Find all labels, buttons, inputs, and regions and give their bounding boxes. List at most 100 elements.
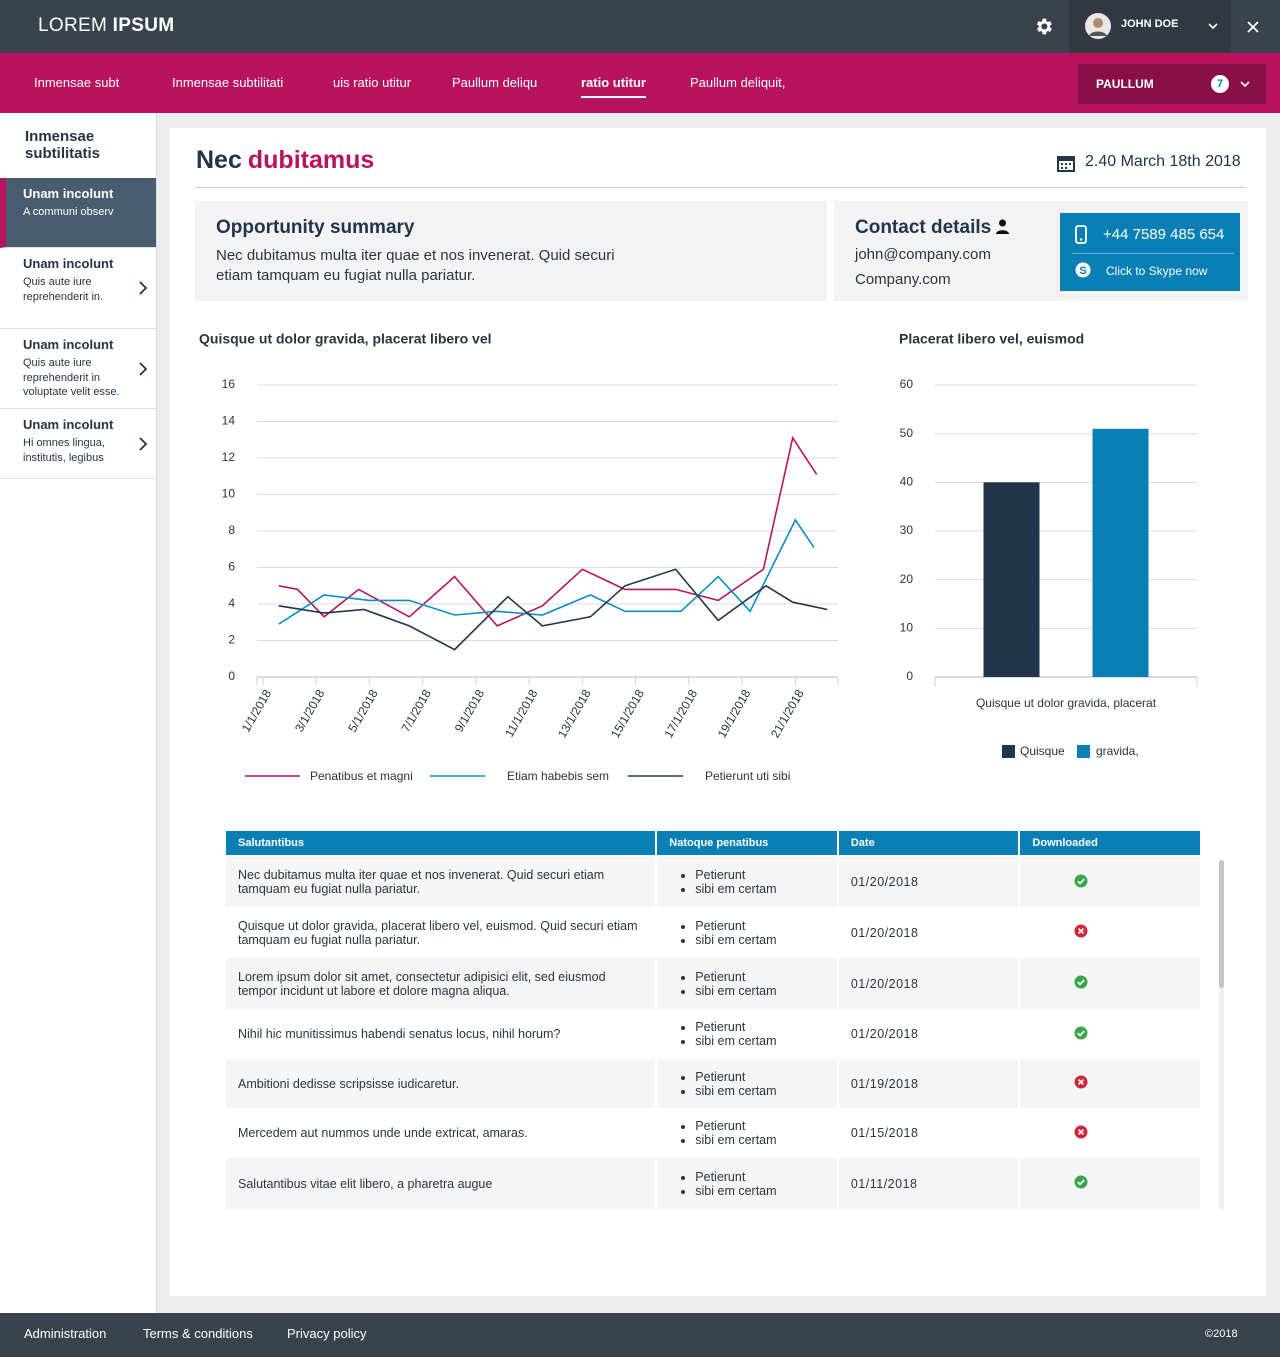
row-bullets: Petieruntsibi em certam: [657, 1009, 837, 1059]
column-header[interactable]: Downloaded: [1020, 831, 1200, 857]
sidebar-item[interactable]: Unam incolunt Hi omnes lingua, institutis…: [0, 409, 156, 479]
y-tick-label: 50: [900, 426, 914, 440]
page-title: Nec dubitamus: [196, 146, 374, 175]
row-bullets: Petieruntsibi em certam: [657, 907, 837, 958]
chevron: [139, 361, 148, 376]
footer-link[interactable]: Privacy policy: [287, 1326, 367, 1341]
x-tick-label: Quisque ut dolor gravida, placerat: [976, 696, 1157, 710]
bar: [1092, 428, 1149, 677]
sidebar-item[interactable]: Unam incolunt Quis aute iure reprehenderi…: [0, 248, 156, 329]
legend-label: Penatibus et magni: [310, 769, 413, 783]
chart-title: Placerat libero vel, euismod: [899, 331, 1084, 347]
downloaded-yes: [1074, 1175, 1088, 1189]
bullet-list: Petieruntsibi em certam: [669, 1119, 825, 1147]
y-tick-label: 40: [900, 475, 914, 489]
scroll-thumb[interactable]: [1219, 860, 1224, 988]
bullet: sibi em certam: [695, 1084, 825, 1098]
downloaded-yes: [1074, 1026, 1088, 1039]
footer-link[interactable]: Terms & conditions: [143, 1326, 253, 1341]
row-text: Quisque ut dolor gravida, placerat liber…: [238, 918, 638, 947]
y-tick-label: 10: [900, 621, 914, 635]
bullet-list: Petieruntsibi em certam: [669, 1170, 825, 1198]
copyright: ©2018: [1205, 1328, 1238, 1340]
column-header[interactable]: Date: [838, 831, 1019, 857]
contact-email[interactable]: john@company.com: [855, 246, 991, 263]
row-date: 01/20/2018: [850, 925, 919, 940]
bullet: Petierunt: [695, 1020, 825, 1034]
row-bullets: Petieruntsibi em certam: [657, 1108, 837, 1158]
x-tick-label: 5/1/2018: [345, 687, 381, 735]
footer-link[interactable]: Administration: [24, 1326, 107, 1341]
skype-link[interactable]: Click to Skype now: [1106, 264, 1208, 278]
y-tick-label: 30: [900, 523, 914, 537]
row-status: [1020, 857, 1200, 907]
bullet: Petierunt: [695, 970, 825, 984]
row-status: [1020, 958, 1200, 1009]
row-date: 01/20/2018: [850, 1027, 919, 1041]
y-tick-label: 4: [228, 596, 235, 610]
nav-item[interactable]: uis ratio utitur: [333, 75, 412, 90]
legend-label: Etiam habebis sem: [507, 769, 609, 783]
brand[interactable]: LOREM IPSUM: [38, 15, 174, 37]
row-text: Nihil hic munitissimus habendi senatus l…: [238, 1027, 561, 1041]
sidebar-item[interactable]: Unam incolunt A communi observ: [0, 178, 156, 248]
nav-item[interactable]: Paullum deliquit,: [690, 75, 786, 90]
summary-title: Opportunity summary: [216, 217, 415, 238]
y-tick-label: 0: [228, 669, 235, 683]
row-date: 01/15/2018: [850, 1126, 919, 1140]
sidebar-item[interactable]: Unam incolunt Quis aute iure reprehenderi…: [0, 329, 156, 409]
y-tick-label: 2: [228, 633, 235, 647]
row-text: Nec dubitamus multa iter quae et nos inv…: [226, 857, 656, 907]
nav-item[interactable]: Paullum deliqu: [452, 75, 538, 90]
legend-swatch: [1002, 745, 1015, 758]
column-header[interactable]: Salutantibus: [226, 831, 656, 857]
row-status: [1020, 907, 1200, 958]
nav-item[interactable]: ratio utitur: [581, 75, 646, 98]
contact-title: Contact details: [855, 217, 992, 238]
table-row: Nihil hic munitissimus habendi senatus l…: [226, 1009, 1200, 1059]
row-date: 01/11/2018: [838, 1158, 1019, 1209]
avatar: [1085, 13, 1111, 39]
chart-title: Quisque ut dolor gravida, placerat liber…: [199, 331, 492, 347]
table-row: Ambitioni dedisse scripsisse iudicaretur…: [226, 1059, 1200, 1108]
y-tick-label: 6: [228, 560, 235, 574]
table-row: Quisque ut dolor gravida, placerat liber…: [226, 907, 1200, 958]
row-text: Ambitioni dedisse scripsisse iudicaretur…: [226, 1059, 656, 1108]
phone-number[interactable]: +44 7589 485 654: [1103, 226, 1225, 243]
nav-item[interactable]: Inmensae subt: [34, 75, 120, 90]
phone-icon: [1075, 225, 1087, 244]
legend-label: Quisque: [1020, 744, 1065, 758]
bullet-list: Petieruntsibi em certam: [669, 919, 825, 947]
settings-icon[interactable]: [1033, 16, 1054, 37]
contact-company[interactable]: Company.com: [855, 271, 951, 288]
row-status: [1020, 1059, 1200, 1108]
y-tick-label: 12: [222, 450, 236, 464]
x-tick-label: 19/1/2018: [715, 687, 754, 741]
bullet-list: Petieruntsibi em certam: [669, 868, 825, 896]
user-name: JOHN DOE: [1121, 18, 1179, 30]
nav-item[interactable]: Inmensae subtilitati: [172, 75, 284, 90]
sidebar-item-title: Unam incolunt: [23, 337, 114, 352]
chevron: [139, 281, 148, 295]
row-date: 01/19/2018: [838, 1059, 1019, 1108]
downloaded-no: [1074, 1125, 1088, 1138]
y-tick-label: 16: [222, 377, 236, 391]
call-box[interactable]: [1060, 213, 1240, 291]
close-icon[interactable]: [1246, 20, 1260, 34]
user-chevron: [1208, 23, 1218, 30]
downloaded-no: [1074, 924, 1088, 938]
y-tick-label: 10: [222, 487, 236, 501]
row-bullets: Petieruntsibi em certam: [657, 958, 837, 1009]
legend-swatch: [1077, 745, 1090, 758]
sidebar-item-text: Quis aute iure reprehenderit in.: [23, 276, 104, 303]
x-tick-label: 1/1/2018: [239, 687, 275, 735]
data-table: Salutantibus Natoque penatibus Date Downloa…: [224, 831, 1202, 1209]
column-header[interactable]: Natoque penatibus: [657, 831, 837, 857]
nav-button[interactable]: [1078, 64, 1266, 104]
bullet: sibi em certam: [695, 1133, 825, 1147]
row-bullets: Petieruntsibi em certam: [657, 1059, 837, 1108]
table-row: Salutantibus vitae elit libero, a pharet…: [226, 1158, 1200, 1209]
legend-label: Petierunt uti sibi: [705, 769, 790, 783]
